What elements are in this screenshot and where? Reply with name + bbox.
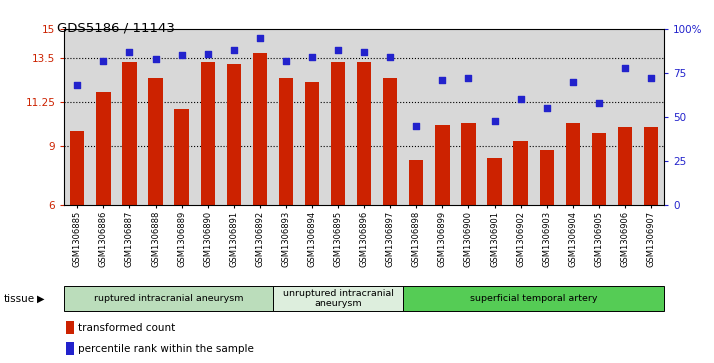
Bar — [278, 78, 293, 205]
Bar — [403, 286, 664, 311]
Point — [489, 118, 501, 123]
Point — [71, 82, 83, 88]
Bar — [226, 64, 241, 205]
Bar — [565, 123, 580, 205]
Bar — [461, 123, 476, 205]
Point — [567, 79, 578, 85]
Bar — [383, 78, 398, 205]
Bar — [409, 160, 423, 205]
Bar — [122, 62, 136, 205]
Bar — [253, 53, 267, 205]
Bar — [273, 286, 403, 311]
Point — [463, 76, 474, 81]
Bar — [592, 133, 606, 205]
Text: transformed count: transformed count — [78, 323, 175, 333]
Point — [385, 54, 396, 60]
Text: unruptured intracranial
aneurysm: unruptured intracranial aneurysm — [283, 289, 393, 308]
Bar — [201, 62, 215, 205]
Point — [358, 49, 370, 55]
Point — [593, 100, 605, 106]
Bar — [513, 140, 528, 205]
Point — [202, 51, 213, 57]
Point — [515, 97, 526, 102]
Text: superficial temporal artery: superficial temporal artery — [470, 294, 598, 303]
Point — [124, 49, 135, 55]
Point — [411, 123, 422, 129]
Bar — [436, 125, 450, 205]
Point — [98, 58, 109, 64]
Point — [280, 58, 291, 64]
Point — [645, 76, 657, 81]
Bar — [149, 78, 163, 205]
Point — [437, 77, 448, 83]
Bar — [305, 82, 319, 205]
Bar — [64, 286, 273, 311]
Text: ▶: ▶ — [37, 294, 45, 303]
Bar — [174, 109, 188, 205]
Point — [541, 105, 553, 111]
Bar — [66, 321, 74, 334]
Text: tissue: tissue — [4, 294, 35, 303]
Point — [150, 56, 161, 62]
Bar — [540, 150, 554, 205]
Point — [306, 54, 318, 60]
Bar — [96, 91, 111, 205]
Bar — [644, 127, 658, 205]
Bar — [357, 62, 371, 205]
Point — [332, 47, 343, 53]
Text: percentile rank within the sample: percentile rank within the sample — [78, 344, 253, 354]
Bar — [488, 158, 502, 205]
Point — [254, 35, 266, 41]
Text: GDS5186 / 11143: GDS5186 / 11143 — [57, 22, 175, 35]
Bar — [66, 342, 74, 355]
Text: ruptured intracranial aneurysm: ruptured intracranial aneurysm — [94, 294, 243, 303]
Bar — [331, 62, 346, 205]
Bar — [70, 131, 84, 205]
Point — [176, 53, 187, 58]
Bar — [618, 127, 632, 205]
Point — [228, 47, 239, 53]
Point — [619, 65, 630, 71]
